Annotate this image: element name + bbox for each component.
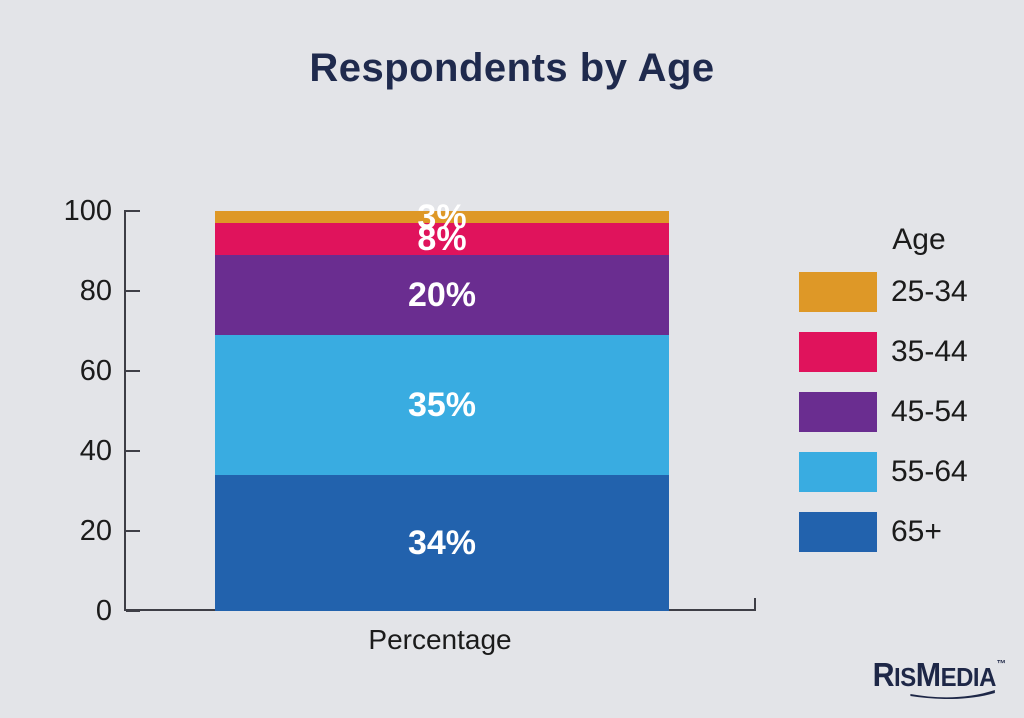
legend-label: 65+: [891, 515, 942, 548]
logo-text-part: IS: [894, 662, 917, 692]
bar-segment-35-44: 8%: [215, 220, 669, 258]
legend-swatch: [799, 392, 877, 432]
chart-title: Respondents by Age: [309, 46, 715, 90]
legend-swatch: [799, 452, 877, 492]
x-axis-title: Percentage: [368, 624, 512, 655]
bar-segment-45-54: 20%: [215, 255, 669, 335]
y-tick-mark: [126, 290, 140, 292]
logo-swoosh-icon: [910, 690, 995, 699]
y-tick-label: 20: [79, 515, 112, 547]
legend-item-35-44: 35-44: [799, 332, 968, 372]
x-axis-end-tick: [754, 598, 756, 611]
bar-segment-25-34: 3%: [215, 200, 669, 234]
rismedia-logo: R IS M EDIA ™: [873, 656, 1006, 699]
legend-item-45-54: 45-54: [799, 392, 968, 432]
legend-swatch: [799, 332, 877, 372]
y-tick-mark: [126, 370, 140, 372]
legend-swatch: [799, 512, 877, 552]
legend-label: 25-34: [891, 275, 968, 308]
y-axis-line: [124, 210, 126, 611]
stacked-bar: 3% 8% 20% 35% 34%: [215, 200, 669, 611]
bar-segment-65plus: 34%: [215, 475, 669, 611]
y-tick-label: 80: [79, 275, 112, 307]
y-tick-mark: [126, 610, 140, 612]
y-tick-label: 60: [79, 355, 112, 387]
legend-label: 35-44: [891, 335, 968, 368]
segment-value-label: 8%: [417, 220, 467, 258]
logo-text-part: M: [916, 656, 942, 693]
y-tick-mark: [126, 210, 140, 212]
legend-swatch: [799, 272, 877, 312]
segment-value-label: 35%: [407, 386, 477, 424]
legend-title: Age: [892, 223, 946, 256]
segment-value-label: 3%: [417, 198, 467, 236]
legend-item-25-34: 25-34: [799, 272, 968, 312]
trademark-symbol: ™: [997, 659, 1006, 670]
legend-label: 45-54: [891, 395, 968, 428]
logo-text-part: R: [873, 656, 895, 693]
y-tick-label: 40: [79, 435, 112, 467]
segment-value-label: 20%: [407, 276, 477, 314]
y-tick-label: 100: [63, 195, 112, 227]
segment-value-label: 34%: [407, 524, 477, 562]
bar-segment-55-64: 35%: [215, 335, 669, 475]
y-tick-mark: [126, 530, 140, 532]
legend-item-65plus: 65+: [799, 512, 942, 552]
legend-label: 55-64: [891, 455, 968, 488]
legend-item-55-64: 55-64: [799, 452, 968, 492]
y-tick-label: 0: [95, 595, 112, 627]
logo-text-part: EDIA: [941, 662, 997, 692]
y-tick-mark: [126, 450, 140, 452]
